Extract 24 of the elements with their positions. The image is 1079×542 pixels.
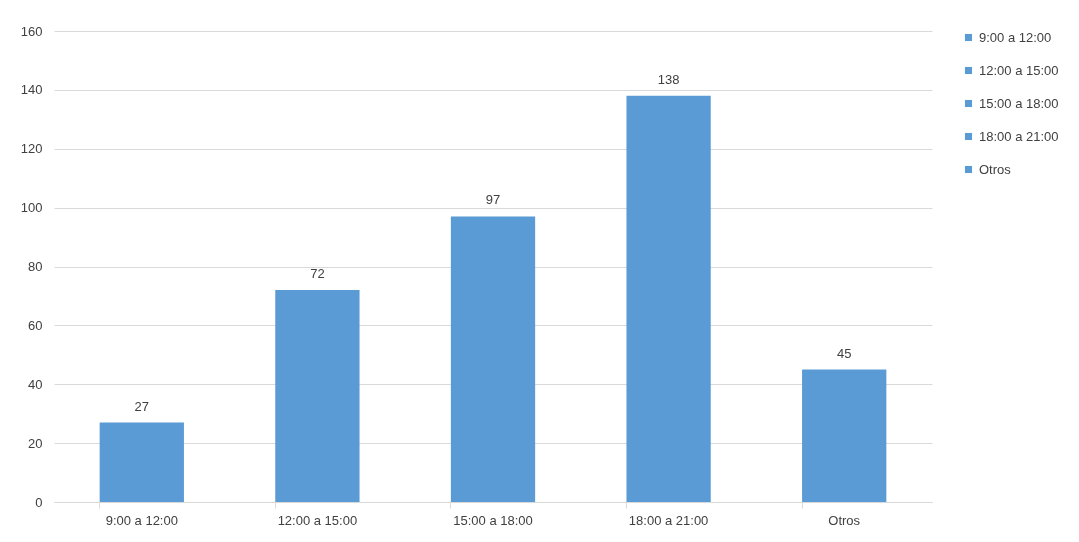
data-label: 72	[310, 266, 325, 282]
y-tick-label: 100	[20, 200, 43, 216]
legend-label: 15:00 a 18:00	[979, 95, 1059, 111]
y-tick-label: 60	[28, 317, 43, 333]
data-label: 45	[836, 345, 852, 361]
y-tick-label: 160	[20, 23, 43, 39]
y-tick-label: 120	[20, 141, 43, 157]
y-tick-label: 20	[28, 435, 43, 451]
y-tick-label: 40	[28, 376, 43, 392]
y-tick-label: 80	[28, 259, 43, 274]
x-tick-label: 12:00 a 15:00	[277, 512, 358, 528]
data-label: 27	[134, 398, 150, 414]
x-tick-label: 18:00 a 21:00	[628, 512, 709, 528]
legend-label: 12:00 a 15:00	[979, 62, 1059, 78]
x-tick-label: 9:00 a 12:00	[105, 512, 178, 528]
data-label: 138	[657, 71, 680, 87]
legend-label: 9:00 a 12:00	[979, 29, 1052, 45]
y-tick-label: 0	[35, 494, 43, 510]
legend-label: 18:00 a 21:00	[979, 128, 1059, 144]
y-tick-label: 140	[20, 82, 43, 98]
legend-label: Otros	[979, 161, 1012, 177]
x-tick-label: 15:00 a 18:00	[453, 512, 533, 528]
x-tick-label: Otros	[828, 512, 861, 528]
data-label: 97	[485, 192, 501, 208]
